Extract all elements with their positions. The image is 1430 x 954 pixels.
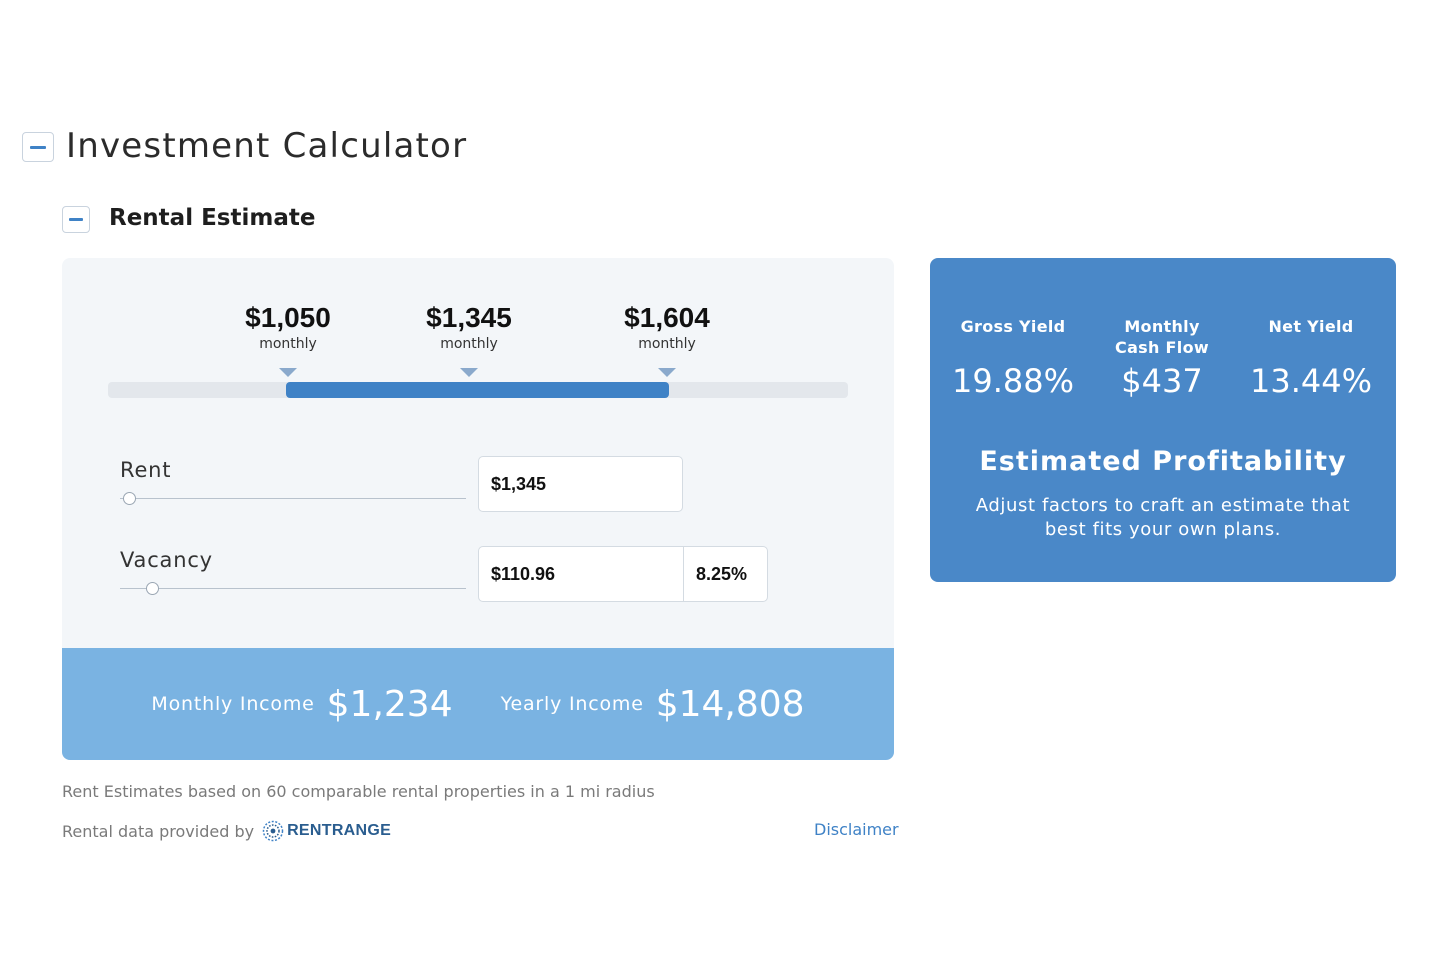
rent-high-period: monthly: [638, 336, 696, 352]
vacancy-amount-input[interactable]: $110.96: [478, 546, 684, 602]
vacancy-slider[interactable]: [120, 582, 466, 595]
rent-high-value: $1,604: [624, 302, 710, 333]
high-marker-icon: [658, 368, 676, 377]
section-title: Rental Estimate: [109, 205, 316, 231]
rent-range-high: $1,604 monthly: [597, 302, 737, 352]
profitability-title: Estimated Profitability: [979, 446, 1347, 477]
net-yield-value: 13.44%: [1249, 362, 1372, 400]
data-provider-credit: Rental data provided by RENTRANGE: [62, 820, 391, 842]
net-yield-label: Net Yield: [1268, 317, 1354, 336]
monthly-cash-flow-value: $437: [1121, 362, 1203, 400]
rent-low-value: $1,050: [245, 302, 331, 333]
minus-icon: [69, 218, 83, 221]
rent-low-period: monthly: [259, 336, 317, 352]
provider-prefix: Rental data provided by: [62, 821, 255, 841]
rent-estimate-footnote: Rent Estimates based on 60 comparable re…: [62, 782, 655, 801]
monthly-cash-flow-label: Monthly Cash Flow: [1115, 317, 1209, 357]
rent-input[interactable]: $1,345: [478, 456, 683, 512]
yearly-income-label: Yearly Income: [500, 693, 644, 715]
provider-name: RENTRANGE: [287, 822, 392, 839]
rentrange-logo-icon: [262, 820, 284, 842]
gross-yield-value: 19.88%: [951, 362, 1074, 400]
rent-slider[interactable]: [120, 492, 466, 505]
rent-range-fill: [286, 382, 669, 398]
page-title: Investment Calculator: [66, 126, 468, 166]
disclaimer-link[interactable]: Disclaimer: [814, 820, 899, 839]
rent-slider-handle[interactable]: [123, 492, 136, 505]
rentrange-logo: RENTRANGE: [262, 820, 391, 842]
mid-marker-icon: [460, 368, 478, 377]
rent-mid-value: $1,345: [426, 302, 512, 333]
yearly-income-value: $14,808: [655, 683, 805, 725]
income-summary-bar: Monthly Income $1,234 Yearly Income $14,…: [62, 648, 894, 760]
gross-yield-label: Gross Yield: [960, 317, 1066, 336]
vacancy-label: Vacancy: [120, 548, 213, 572]
monthly-income-label: Monthly Income: [151, 693, 315, 715]
collapse-calculator-button[interactable]: [22, 132, 54, 162]
rent-range-track: [108, 382, 848, 398]
vacancy-slider-handle[interactable]: [146, 582, 159, 595]
collapse-rental-estimate-button[interactable]: [62, 206, 90, 233]
rent-mid-period: monthly: [440, 336, 498, 352]
monthly-income-value: $1,234: [326, 683, 453, 725]
vacancy-percent-input[interactable]: 8.25%: [683, 546, 768, 602]
profitability-description: Adjust factors to craft an estimate that…: [975, 495, 1351, 540]
rental-estimate-card: $1,050 monthly $1,345 monthly $1,604 mon…: [62, 258, 894, 760]
profitability-card: Gross Yield 19.88% Monthly Cash Flow $43…: [930, 258, 1396, 582]
rent-range-mid: $1,345 monthly: [399, 302, 539, 352]
rent-label: Rent: [120, 458, 172, 482]
rent-range-low: $1,050 monthly: [218, 302, 358, 352]
minus-icon: [30, 145, 46, 149]
low-marker-icon: [279, 368, 297, 377]
